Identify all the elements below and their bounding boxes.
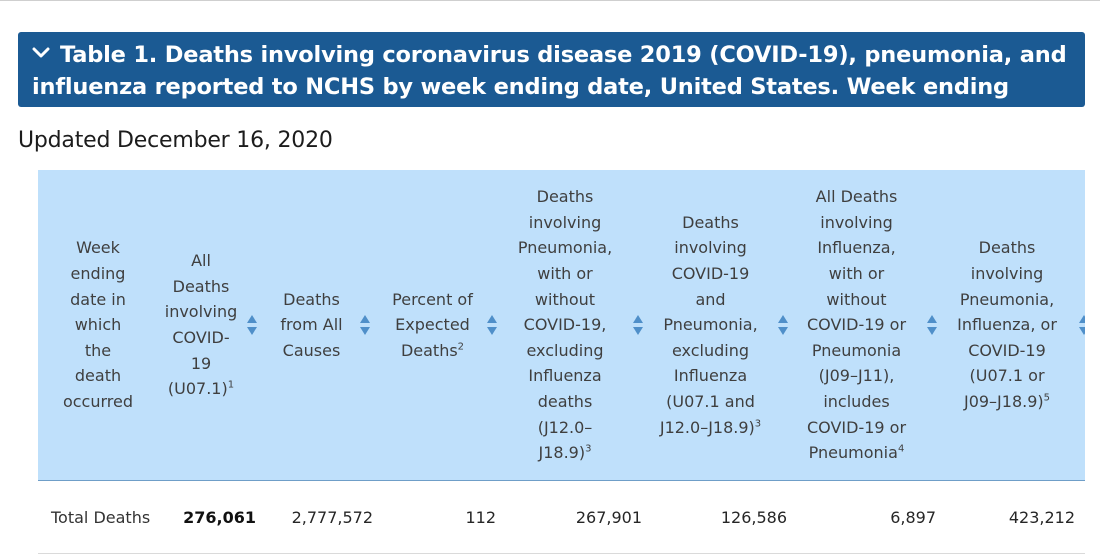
col-header-all-causes[interactable]: Deaths from All Causes xyxy=(266,170,383,481)
col-header-influenza-deaths[interactable]: All Deaths involving Influenza, with or … xyxy=(797,170,946,481)
col-header-text: Week ending date in which the death occu… xyxy=(62,238,134,411)
updated-date: Updated December 16, 2020 xyxy=(18,128,333,153)
col-header-text: Deaths involving COVID-19 and Pneumonia,… xyxy=(659,212,758,437)
col-header-footnote: 2 xyxy=(457,341,465,353)
sort-arrows-icon[interactable] xyxy=(777,314,789,336)
col-header-text: Deaths involving Pneumonia, Influenza, o… xyxy=(957,238,1057,411)
col-header-percent-expected[interactable]: Percent of Expected Deaths2 xyxy=(383,170,506,481)
table-header-row: Week ending date in which the death occu… xyxy=(38,170,1085,481)
col-header-footnote: 5 xyxy=(1043,392,1051,404)
col-header-text: All Deaths involving COVID-19 (U07.1) xyxy=(164,251,238,399)
table-title-accordion[interactable]: Table 1. Deaths involving coronavirus di… xyxy=(18,32,1085,132)
col-header-footnote: 3 xyxy=(585,443,592,455)
col-header-week-ending: Week ending date in which the death occu… xyxy=(38,170,158,481)
cell-covid-deaths: 276,061 xyxy=(158,480,266,554)
col-header-pic-deaths[interactable]: Deaths involving Pneumonia, Influenza, o… xyxy=(946,170,1085,481)
col-header-text: Deaths from All Causes xyxy=(280,289,343,360)
col-header-covid-and-pneumonia[interactable]: Deaths involving COVID-19 and Pneumonia,… xyxy=(652,170,797,481)
col-header-covid-deaths[interactable]: All Deaths involving COVID-19 (U07.1)1 xyxy=(158,170,266,481)
deaths-table: Week ending date in which the death occu… xyxy=(38,170,1085,554)
col-header-text: Percent of Expected Deaths xyxy=(392,289,473,360)
sort-arrows-icon[interactable] xyxy=(246,314,258,336)
cell-pneumonia-deaths: 267,901 xyxy=(506,480,652,554)
sort-arrows-icon[interactable] xyxy=(359,314,371,336)
table-row: Total Deaths 276,061 2,777,572 112 267,9… xyxy=(38,480,1085,554)
cell-pic-deaths: 423,212 xyxy=(946,480,1085,554)
col-header-text: All Deaths involving Influenza, with or … xyxy=(806,187,907,463)
col-header-text: Deaths involving Pneumonia, with or with… xyxy=(517,187,613,463)
sort-arrows-icon[interactable] xyxy=(632,314,644,336)
deaths-table-container[interactable]: Week ending date in which the death occu… xyxy=(38,170,1085,555)
cell-all-causes: 2,777,572 xyxy=(266,480,383,554)
cell-covid-and-pneumonia: 126,586 xyxy=(652,480,797,554)
cell-influenza-deaths: 6,897 xyxy=(797,480,946,554)
col-header-pneumonia-deaths[interactable]: Deaths involving Pneumonia, with or with… xyxy=(506,170,652,481)
table-title: Table 1. Deaths involving coronavirus di… xyxy=(32,42,1067,132)
sort-arrows-icon[interactable] xyxy=(1078,314,1085,336)
col-header-footnote: 1 xyxy=(227,379,235,391)
col-header-footnote: 3 xyxy=(754,418,762,430)
col-header-footnote: 4 xyxy=(897,443,905,455)
chevron-down-icon xyxy=(32,44,50,62)
row-label: Total Deaths xyxy=(38,480,158,554)
top-divider xyxy=(0,0,1100,1)
sort-arrows-icon[interactable] xyxy=(486,314,498,336)
sort-arrows-icon[interactable] xyxy=(926,314,938,336)
cell-percent-expected: 112 xyxy=(383,480,506,554)
